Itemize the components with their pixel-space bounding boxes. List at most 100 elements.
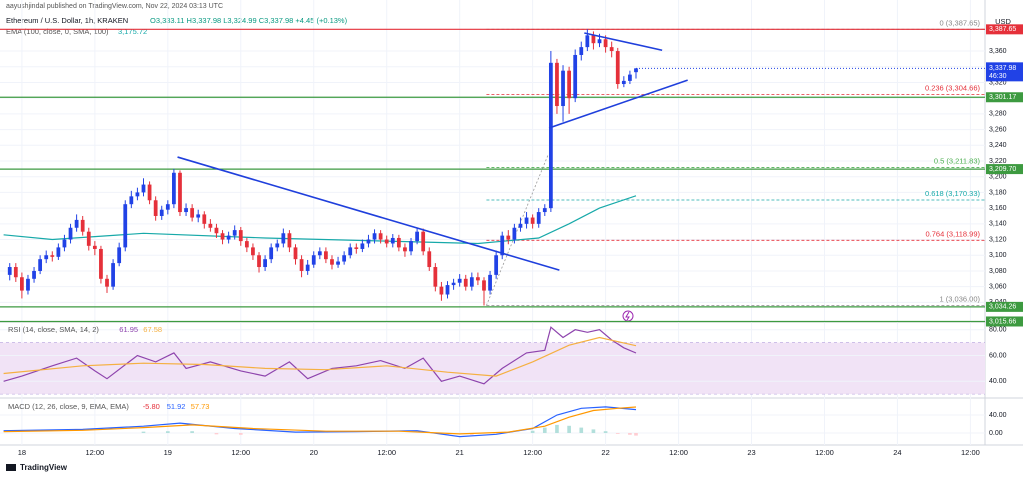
candle-body [220,233,225,240]
fib-connector [486,155,549,306]
last-price-tag [986,62,1023,82]
candle-body [92,245,97,249]
x-tick-label: 12:00 [815,448,834,457]
candle-body [591,35,596,44]
y-tick-label: 3,220 [989,158,1007,165]
indicator-value: 67.58 [143,325,162,334]
y-tick-label: 3,200 [989,174,1007,181]
ema-line [3,195,637,245]
candle-body [330,259,334,265]
x-tick-label: 12:00 [523,448,542,457]
candle-body [457,278,462,283]
logo-icon [6,464,16,471]
candle-body [384,239,389,244]
candle-body [50,255,55,257]
candle-body [396,237,401,248]
candle-body [293,247,298,260]
x-tick-label: 12:00 [85,448,104,457]
candle-body [196,214,201,218]
candle-body [99,248,103,279]
candle-body [324,251,328,260]
candle-body [299,259,304,271]
macd-histogram-bar [530,430,535,433]
candle-body [403,247,407,252]
candle-body [445,285,450,295]
indicator-value: 61.95 [119,325,138,334]
candle-body [567,70,571,99]
candle-body [263,259,267,268]
candle-body [317,251,322,256]
fib-label: 0.5 (3,211.83) [934,156,981,165]
ema-legend: EMA (100, close, 0, SMA, 100) [6,27,109,36]
candle-body [281,233,286,244]
candle-body [585,35,590,48]
candle-body [524,217,529,224]
candle-body [573,54,578,99]
candle-body [609,47,614,52]
candle-body [244,241,249,248]
candle-body [634,68,638,73]
candle-body [603,39,608,48]
candle-body [621,80,626,85]
fib-label: 0 (3,387.65) [940,18,981,27]
candle-body [20,277,24,291]
candle-body [463,278,468,287]
candle-body [56,247,61,257]
candle-body [232,230,237,236]
candle-body [305,264,310,271]
y-tick-label: 3,280 [989,111,1007,118]
macd-histogram-bar [555,424,559,433]
x-tick-label: 18 [18,448,26,457]
y-tick-label: 40.00 [989,412,1007,419]
price-tag-label: 3,387.65 [989,26,1016,33]
candle-body [342,255,347,262]
candle-body [226,235,231,240]
candle-body [579,47,584,55]
macd-histogram-bar [190,431,194,433]
candle-body [548,62,553,209]
candle-body [135,192,140,197]
candle-body [214,227,219,234]
x-tick-label: 12:00 [669,448,688,457]
macd-signal-line [3,406,637,435]
candle-body [129,196,134,205]
x-tick-label: 12:00 [231,448,250,457]
candle-body [147,184,152,201]
macd-histogram-bar [542,427,547,433]
candle-body [190,208,195,218]
event-icon [622,310,634,322]
y-tick-label: 3,120 [989,236,1007,243]
candle-body [202,214,207,224]
candle-body [208,223,213,228]
macd-histogram-bar [238,432,243,435]
price-tag [986,301,1023,312]
candle-body [336,261,340,265]
y-tick-label: 3,240 [989,142,1007,149]
macd-histogram-bar [445,432,450,436]
candle-body [494,255,499,275]
fib-label: 0.764 (3,118.99) [926,229,981,238]
candle-body [451,282,456,286]
x-tick-label: 23 [747,448,755,457]
candle-body [153,200,158,216]
macd-histogram-bar [165,431,170,433]
candle-body [257,255,261,268]
last-price-label: 3,337.98 [989,65,1016,72]
trend-line [548,79,688,129]
candle-body [530,217,535,224]
candle-body [74,219,79,228]
ema-value: 3,175.72 [118,27,147,36]
candle-body [421,231,426,252]
candle-body [360,243,365,249]
y-tick-label: 3,080 [989,268,1007,275]
last-price-timer: 46:30 [989,73,1007,80]
candle-body [68,227,73,240]
candle-body [366,239,371,244]
candle-body [251,247,255,256]
candle-body [287,233,292,248]
price-tag [986,164,1023,175]
x-tick-label: 19 [164,448,172,457]
candle-body [542,208,547,213]
publisher: aayushjindal published on TradingView.co… [6,3,223,10]
